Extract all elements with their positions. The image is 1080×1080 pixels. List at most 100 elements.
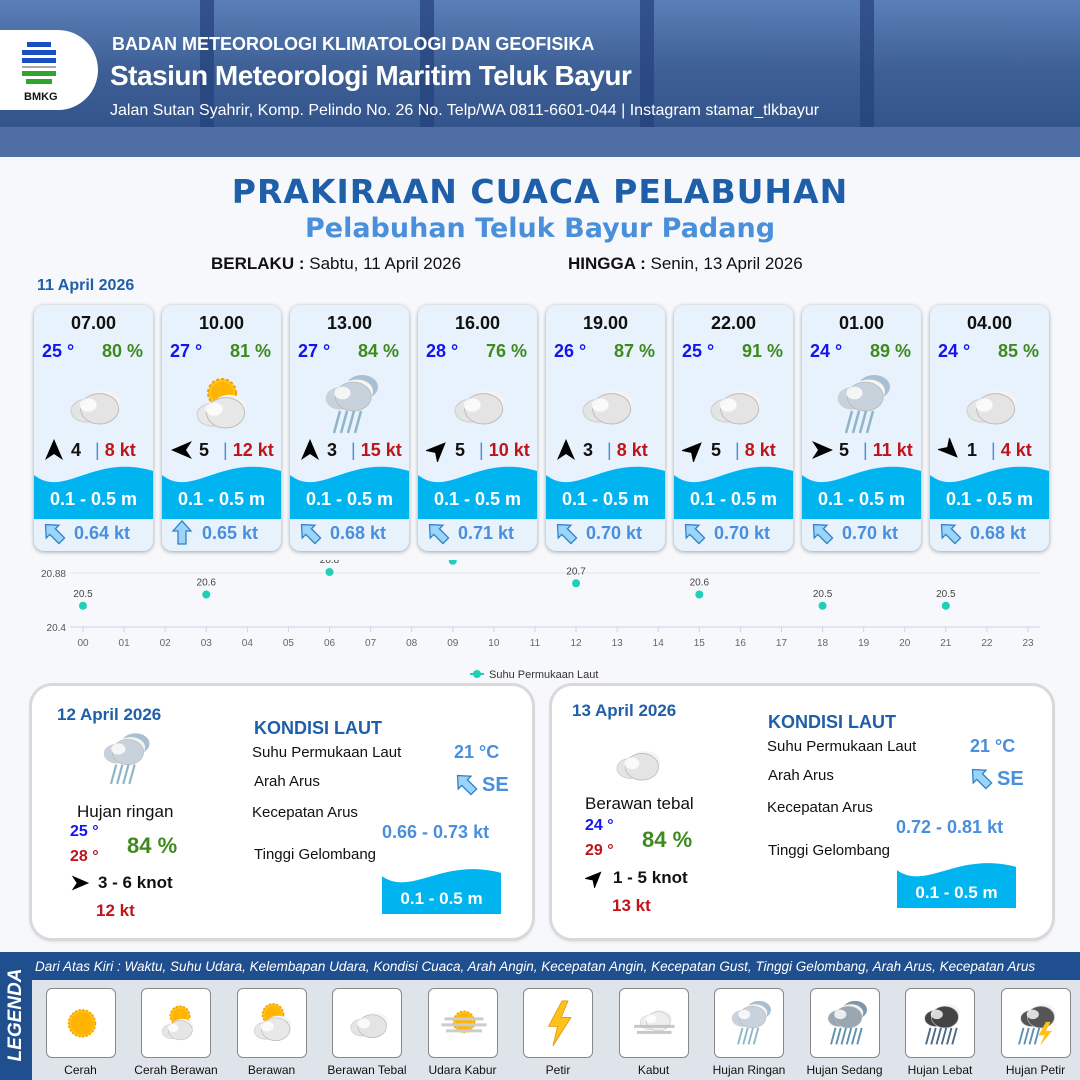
current-speed: 0.70 kt — [586, 523, 643, 543]
gust-speed: 11 kt — [863, 440, 913, 461]
x-tick-label: 15 — [694, 638, 706, 649]
hujan-ringan-icon — [822, 367, 902, 442]
valid-from-value: Sabtu, 11 April 2026 — [309, 254, 462, 273]
wave-height-value: 0.1 - 0.5 m — [400, 889, 483, 908]
wind-speed: 5 — [839, 440, 850, 460]
weather-condition: Berawan tebal — [585, 794, 694, 813]
current-speed-label: Kecepatan Arus — [252, 804, 358, 821]
legend-series-name: Suhu Permukaan Laut — [489, 669, 598, 681]
forecast-card-04.00: 04.00 24 ° 85 % 1 4 kt 0.1 - 0.5 m 0.68 … — [930, 305, 1049, 551]
wave-icon — [290, 463, 409, 519]
x-tick-label: 08 — [406, 638, 418, 649]
berawan-tebal-icon — [438, 367, 518, 442]
forecast-time: 19.00 — [582, 313, 629, 333]
wind-speed: 3 — [583, 440, 594, 460]
berawan-tebal-icon — [332, 988, 402, 1058]
humidity: 76 % — [485, 341, 527, 361]
legend-item-label: Cerah Berawan — [134, 1063, 218, 1077]
valid-to: HINGGA : Senin, 13 April 2026 — [568, 254, 803, 274]
current-speed: 0.70 kt — [842, 523, 899, 543]
current-direction-value: SE — [997, 768, 1024, 790]
x-tick-label: 04 — [242, 638, 254, 649]
gust-speed: 12 kt — [223, 440, 274, 461]
page-subtitle: Pelabuhan Teluk Bayur Padang — [304, 213, 776, 244]
sst-point[interactable] — [448, 560, 457, 565]
kabut-icon — [618, 988, 689, 1058]
current-direction-icon — [452, 770, 480, 803]
wave-height: 0.1 - 0.5 m — [817, 489, 906, 509]
sst-point[interactable] — [941, 601, 950, 610]
wind-speed: 3 — [327, 440, 338, 460]
air-temperature: 24 ° — [810, 341, 843, 361]
gust-speed: 8 kt — [95, 440, 136, 461]
data-label: 20.5 — [936, 589, 956, 600]
wind-direction-icon — [554, 438, 576, 462]
x-tick-label: 03 — [201, 638, 213, 649]
sst-point[interactable] — [572, 579, 581, 588]
x-tick-label: 21 — [940, 638, 952, 649]
bmkg-logo: BMKG — [0, 30, 98, 110]
valid-from-label: BERLAKU : — [211, 254, 305, 273]
forecast-time: 04.00 — [966, 313, 1013, 333]
sst-point[interactable] — [202, 590, 211, 599]
header-banner: BMKG BADAN METEOROLOGI KLIMATOLOGI DAN G… — [0, 0, 1080, 157]
wind-direction-icon — [583, 868, 607, 890]
wind-direction-icon — [298, 438, 320, 462]
legend-side-label: LEGENDA — [0, 952, 32, 1080]
legend-item-label: Hujan Petir — [1005, 1063, 1066, 1077]
air-temperature: 25 ° — [682, 341, 715, 361]
sst-point[interactable] — [79, 601, 87, 610]
forecast-time: 01.00 — [838, 313, 885, 333]
current-direction-icon — [552, 519, 582, 547]
temp-max: 28 ° — [70, 848, 99, 865]
wave-icon — [674, 463, 793, 519]
x-tick-label: 20 — [899, 638, 911, 649]
x-tick-label: 16 — [735, 638, 747, 649]
legend-item-hujan-lebat: Hujan Lebat — [893, 988, 988, 1077]
berawan-tebal-icon — [602, 730, 672, 801]
chart-legend[interactable]: Suhu Permukaan Laut — [470, 669, 598, 681]
legend-item-udara-kabur: Udara Kabur — [415, 988, 510, 1077]
sst-label: Suhu Permukaan Laut — [767, 738, 917, 755]
forecast-time: 07.00 — [70, 313, 117, 333]
y-tick-label: 20.4 — [47, 623, 67, 634]
wind-speed: 4 — [71, 440, 82, 460]
sst-point[interactable] — [695, 590, 704, 599]
forecast-time: 13.00 — [326, 313, 373, 333]
udara-kabur-icon — [427, 988, 498, 1058]
wind-direction-icon — [680, 438, 704, 464]
x-tick-label: 17 — [776, 638, 788, 649]
current-speed-value: 0.66 - 0.73 kt — [382, 822, 490, 842]
sst-value: 21 °C — [970, 736, 1016, 756]
berawan-icon — [236, 988, 307, 1058]
gust-speed: 15 kt — [351, 440, 402, 461]
x-tick-label: 11 — [530, 638, 541, 649]
forecast-card-01.00: 01.00 24 ° 89 % 5 11 kt 0.1 - 0.5 m 0.70… — [802, 305, 921, 551]
valid-to-label: HINGGA : — [568, 254, 646, 273]
hujan-ringan-icon — [90, 726, 160, 797]
legend-item-hujan-petir: Hujan Petir — [988, 988, 1080, 1077]
sst-point[interactable] — [325, 568, 334, 576]
wave-icon — [930, 463, 1049, 519]
humidity: 87 % — [613, 341, 655, 361]
forecast-time: 16.00 — [454, 313, 501, 333]
data-label: 20.5 — [73, 589, 93, 600]
sst-value: 21 °C — [454, 742, 500, 762]
wave-height-value: 0.1 - 0.5 m — [915, 883, 998, 902]
hujan-lebat-icon — [905, 988, 975, 1058]
current-speed: 0.68 kt — [330, 523, 387, 543]
sst-point[interactable] — [818, 601, 827, 610]
gust-speed: 8 kt — [607, 440, 648, 461]
x-tick-label: 22 — [981, 638, 993, 649]
wave-icon — [802, 463, 921, 519]
wave-icon — [418, 463, 537, 519]
x-tick-label: 06 — [324, 638, 336, 649]
station-address: Jalan Sutan Syahrir, Komp. Pelindo No. 2… — [110, 102, 820, 119]
wave-height: 0.1 - 0.5 m — [689, 489, 778, 509]
current-direction-icon — [168, 519, 198, 547]
x-tick-label: 23 — [1022, 638, 1034, 649]
current-direction-icon — [967, 764, 995, 797]
legend-item-label: Berawan — [247, 1063, 296, 1077]
humidity: 80 % — [101, 341, 143, 361]
current-speed: 0.70 kt — [714, 523, 771, 543]
